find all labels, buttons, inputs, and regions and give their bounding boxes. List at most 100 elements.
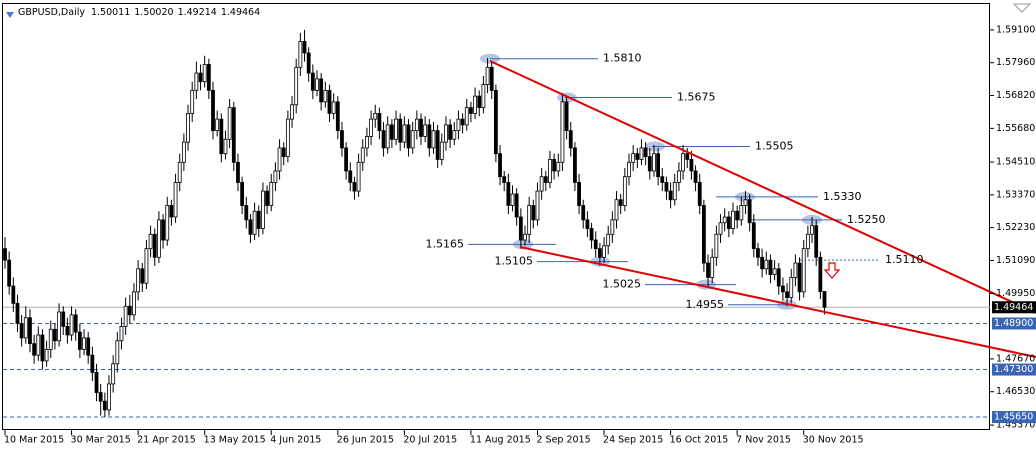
- candle-body: [523, 233, 527, 241]
- current-price-box: [992, 301, 1036, 314]
- candle-body: [7, 259, 12, 287]
- candle-body: [714, 233, 719, 258]
- candle-body: [785, 291, 789, 298]
- candle-body: [647, 156, 652, 172]
- price-label: 1.48900: [994, 318, 1033, 329]
- candle-body: [15, 302, 20, 324]
- level-label: 1.5250: [847, 213, 886, 226]
- candle-body: [223, 138, 228, 155]
- candle-body: [518, 216, 523, 241]
- candle-body: [485, 66, 490, 85]
- candle-body: [818, 256, 823, 292]
- candle-body: [11, 285, 16, 304]
- candle-body: [77, 331, 82, 350]
- candle-body: [261, 190, 265, 229]
- candle-body: [215, 118, 220, 132]
- candle-body: [240, 182, 245, 206]
- candle-body: [560, 101, 565, 163]
- candle-body: [514, 193, 519, 218]
- candle-body: [377, 112, 382, 132]
- candle-body: [285, 118, 290, 157]
- candle-body: [198, 72, 203, 83]
- candle-body: [40, 334, 45, 362]
- candle-body: [190, 89, 195, 114]
- candle-body: [739, 205, 744, 221]
- candle-body: [202, 64, 207, 83]
- y-tick-label: 1.57960: [996, 57, 1035, 68]
- y-tick-label: 1.55680: [996, 123, 1035, 134]
- level-label: 1.5675: [677, 91, 716, 104]
- candle-body: [498, 153, 502, 178]
- candle-body: [410, 130, 415, 149]
- candle-body: [402, 124, 407, 143]
- candle-body: [805, 233, 810, 250]
- candle-body: [747, 199, 752, 224]
- candle-body: [86, 337, 91, 356]
- x-tick-label: 21 Apr 2015: [137, 435, 196, 446]
- symbol-icon: [6, 12, 14, 18]
- candle-body: [548, 159, 552, 183]
- level-label: 1.5810: [603, 52, 642, 65]
- candle-body: [315, 78, 319, 91]
- candle-body: [269, 182, 274, 206]
- candle-body: [635, 153, 640, 160]
- y-tick-label: 1.54510: [996, 157, 1035, 168]
- x-tick-label: 26 Jun 2015: [337, 435, 394, 446]
- current-price-label: 1.49464: [994, 302, 1033, 313]
- candle-body: [227, 107, 232, 140]
- price-label: 1.45650: [994, 412, 1033, 423]
- candle-body: [473, 95, 477, 114]
- candle-body: [111, 363, 116, 385]
- symbol: GBPUSD,Daily: [18, 7, 85, 18]
- x-tick-label: 10 Mar 2015: [4, 435, 64, 446]
- candle-body: [36, 334, 41, 356]
- candle-body: [597, 248, 602, 258]
- candle-body: [57, 311, 61, 342]
- candle-body: [577, 182, 581, 206]
- candle-body: [294, 66, 299, 106]
- candle-body: [136, 268, 141, 293]
- candle-body: [814, 225, 819, 258]
- y-tick-label: 1.45370: [996, 420, 1035, 431]
- y-tick-label: 1.52230: [996, 222, 1035, 233]
- upper-trend-line: [489, 60, 1036, 314]
- candle-body: [639, 147, 644, 160]
- candle-body: [668, 190, 673, 201]
- chart-menu-icon[interactable]: [1012, 3, 1032, 13]
- candle-body: [726, 216, 731, 229]
- candle-body: [535, 190, 540, 221]
- candle-body: [756, 248, 760, 258]
- candle-body: [423, 124, 428, 137]
- x-tick-label: 24 Sep 2015: [603, 435, 663, 446]
- candle-body: [119, 325, 124, 342]
- candle-body: [44, 349, 49, 362]
- candle-body: [764, 259, 769, 270]
- candle-body: [543, 176, 548, 183]
- candle-body: [444, 124, 448, 143]
- candle-body: [123, 305, 128, 327]
- candle-body: [797, 262, 802, 293]
- candle-body: [344, 147, 349, 172]
- candle-body: [460, 118, 465, 126]
- candle-body: [660, 176, 665, 183]
- candle-body: [573, 147, 577, 183]
- candle-body: [48, 328, 53, 350]
- candle-body: [431, 130, 436, 149]
- candle-body: [144, 248, 149, 284]
- candle-body: [689, 159, 694, 172]
- candle-body: [606, 233, 611, 247]
- candle-body: [211, 89, 215, 132]
- candle-body: [61, 311, 66, 327]
- candle-body: [743, 199, 748, 206]
- candle-body: [335, 101, 340, 132]
- y-tick-label: 1.51090: [996, 255, 1035, 266]
- y-tick-label: 1.59100: [996, 24, 1035, 35]
- candle-body: [589, 228, 594, 241]
- level-label: 1.5505: [755, 139, 794, 152]
- candle-body: [768, 259, 773, 275]
- candle-body: [157, 219, 161, 258]
- candle-body: [94, 372, 99, 393]
- x-tick-label: 20 Jul 2015: [403, 435, 457, 446]
- candle-body: [398, 118, 403, 143]
- candle-body: [236, 161, 240, 183]
